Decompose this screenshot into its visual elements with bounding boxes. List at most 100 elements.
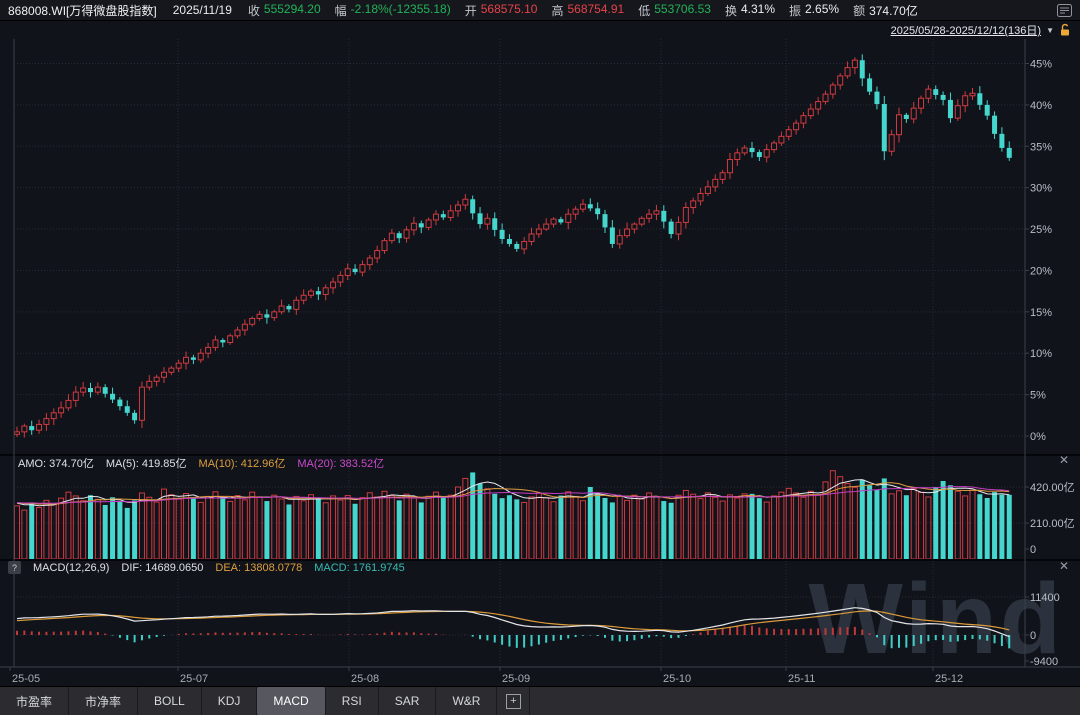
candle bbox=[286, 306, 292, 310]
axis-label: 210.00亿 bbox=[1030, 517, 1075, 530]
candle bbox=[984, 104, 990, 116]
chart-area[interactable]: Wind 25-05 25-07 25-08 25-09 25-10 25-11 25-12… bbox=[0, 39, 1080, 686]
candle bbox=[954, 105, 961, 119]
x-axis-label: 25-07 bbox=[180, 673, 208, 685]
candle bbox=[29, 426, 35, 431]
tab-W&R[interactable]: W&R bbox=[436, 687, 498, 715]
candlestick-chart-canvas[interactable]: 25-05 25-07 25-08 25-09 25-10 25-11 25-12 45% 40… bbox=[0, 39, 1080, 686]
candle bbox=[264, 314, 270, 318]
tab-BOLL[interactable]: BOLL bbox=[138, 687, 202, 715]
unlock-icon[interactable] bbox=[1059, 23, 1071, 37]
candle bbox=[249, 317, 256, 325]
candle bbox=[616, 235, 623, 245]
tab-市盈率[interactable]: 市盈率 bbox=[0, 687, 70, 715]
volume-bar bbox=[793, 492, 800, 560]
candle bbox=[558, 219, 564, 223]
volume-bar bbox=[374, 496, 381, 560]
candle bbox=[697, 192, 704, 202]
indicator-tab-bar: 市盈率 市净率 BOLL KDJ MACD RSI SAR W&R + bbox=[0, 686, 1080, 715]
candle bbox=[300, 294, 307, 301]
candle bbox=[734, 152, 741, 161]
candle bbox=[837, 75, 844, 86]
candle bbox=[418, 223, 424, 228]
candle bbox=[492, 218, 498, 230]
volume-bar bbox=[572, 495, 579, 560]
tab-MACD[interactable]: MACD bbox=[257, 687, 326, 715]
candle bbox=[293, 299, 300, 310]
volume-bar bbox=[726, 494, 733, 560]
candle bbox=[514, 243, 520, 249]
axis-label: 40% bbox=[1030, 100, 1052, 112]
candle bbox=[969, 92, 976, 97]
volume-bar bbox=[432, 491, 439, 560]
volume-ma20-line bbox=[16, 486, 1010, 504]
candle bbox=[190, 357, 196, 360]
volume-bar bbox=[741, 493, 748, 560]
volume-bar bbox=[844, 483, 851, 560]
candle bbox=[631, 223, 638, 230]
candle bbox=[455, 204, 461, 212]
candle bbox=[278, 305, 285, 313]
x-axis-label: 25-09 bbox=[502, 673, 530, 685]
add-indicator-button[interactable]: + bbox=[497, 687, 531, 715]
volume-bar bbox=[859, 479, 865, 559]
candle bbox=[881, 104, 887, 152]
volume-bar bbox=[514, 499, 520, 559]
volume-bar bbox=[359, 497, 366, 560]
tab-SAR[interactable]: SAR bbox=[379, 687, 437, 715]
candle bbox=[308, 290, 314, 296]
candle bbox=[962, 95, 969, 107]
candle bbox=[690, 200, 697, 209]
candle bbox=[470, 199, 476, 214]
candle bbox=[624, 228, 631, 237]
close-macd-panel-button[interactable]: ✕ bbox=[1058, 559, 1070, 573]
volume-panel-header: AMO: 374.70亿 MA(5): 419.85亿 MA(10): 412.… bbox=[18, 455, 384, 471]
dea-line bbox=[16, 610, 1010, 632]
candle bbox=[763, 149, 770, 158]
chevron-down-icon[interactable]: ▼ bbox=[1046, 25, 1054, 35]
candle bbox=[947, 99, 953, 119]
volume-bar bbox=[903, 495, 909, 559]
candle bbox=[844, 67, 851, 77]
candle bbox=[132, 412, 138, 421]
x-axis-label: 25-11 bbox=[788, 673, 815, 685]
candle bbox=[859, 60, 865, 79]
candle bbox=[646, 213, 653, 219]
volume-bar bbox=[712, 496, 719, 560]
volume-bar bbox=[528, 496, 535, 560]
close-volume-panel-button[interactable]: ✕ bbox=[1058, 453, 1070, 467]
candle bbox=[668, 221, 674, 235]
tab-市净率[interactable]: 市净率 bbox=[69, 687, 139, 715]
candle bbox=[212, 339, 219, 348]
volume-bar bbox=[668, 502, 674, 559]
quote-fields: 收 555294.20 幅 -2.18%(-12355.18) 开 568575.10 高 5… bbox=[248, 2, 1057, 19]
volume-bar bbox=[36, 507, 43, 560]
volume-bar bbox=[183, 493, 190, 560]
candle bbox=[550, 218, 557, 225]
volume-bar bbox=[94, 498, 101, 560]
volume-bar bbox=[153, 501, 160, 560]
candle bbox=[726, 159, 733, 174]
volume-ma5-line bbox=[16, 479, 1010, 507]
volume-bar bbox=[256, 496, 263, 560]
news-icon[interactable] bbox=[1057, 3, 1072, 17]
tab-RSI[interactable]: RSI bbox=[326, 687, 379, 715]
volume-bar bbox=[992, 492, 998, 559]
axis-label: 45% bbox=[1030, 58, 1052, 70]
tab-KDJ[interactable]: KDJ bbox=[202, 687, 258, 715]
axis-label: 20% bbox=[1030, 265, 1052, 277]
volume-bar bbox=[447, 494, 454, 560]
candle bbox=[72, 391, 79, 401]
volume-bar bbox=[749, 493, 755, 559]
help-icon[interactable]: ? bbox=[8, 561, 21, 574]
candle bbox=[704, 186, 711, 194]
volume-bar bbox=[550, 501, 557, 560]
volume-bar bbox=[771, 495, 778, 560]
candle bbox=[403, 229, 410, 239]
candle bbox=[682, 207, 689, 223]
candle bbox=[381, 240, 388, 252]
candle bbox=[653, 210, 660, 215]
volume-ma20-value: MA(20): 383.52亿 bbox=[297, 458, 385, 470]
macd-panel-header: ? MACD(12,26,9) DIF: 14689.0650 DEA: 138… bbox=[8, 561, 405, 574]
date-range-selector[interactable]: 2025/05/28-2025/12/12(136日) bbox=[890, 25, 1042, 37]
